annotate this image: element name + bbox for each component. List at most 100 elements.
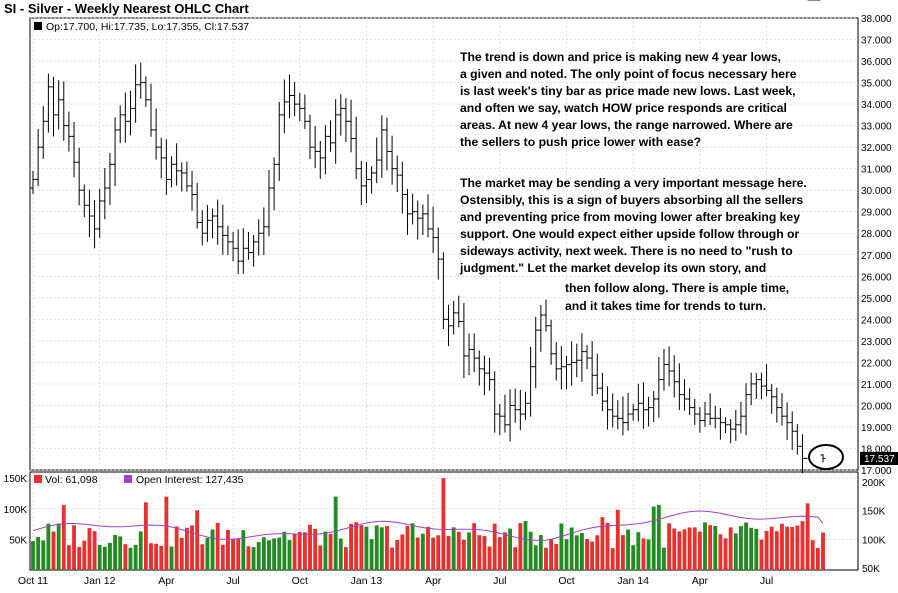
ohlc-bar (492, 371, 498, 433)
volume-bar (821, 532, 825, 570)
volume-bar (687, 527, 692, 570)
volume-bar (564, 539, 569, 570)
volume-bar (318, 545, 323, 570)
volume-bar (436, 535, 441, 570)
volume-bar (385, 526, 389, 570)
ohlc-bar (769, 383, 775, 414)
volume-bar (174, 526, 179, 570)
ohlc-bar (574, 343, 580, 378)
volume-bar (472, 523, 477, 570)
volume-bar (343, 547, 348, 570)
volume-bar (574, 535, 579, 570)
ohlc-bar (502, 394, 508, 433)
volume-bar (46, 523, 51, 570)
volume-bar (559, 523, 564, 570)
ohlc-bar (820, 454, 826, 463)
volume-bar (769, 526, 774, 570)
ohlc-bar (220, 204, 226, 255)
ohlc-bar (215, 199, 221, 245)
volume-bar (102, 546, 107, 570)
ohlc-bar (112, 117, 118, 187)
volume-bar (569, 527, 574, 570)
y-tick-label: 17.000 (861, 466, 892, 477)
ohlc-bar (548, 319, 554, 365)
ohlc-bar (45, 73, 51, 133)
ohlc-bar (758, 372, 764, 400)
annotation-line: and it takes time for trends to turn. (565, 299, 766, 313)
volume-bar (200, 544, 205, 570)
volume-bar (728, 527, 733, 570)
volume-bar (226, 530, 230, 570)
ohlc-bar (333, 99, 339, 164)
volume-bar (308, 524, 312, 570)
ohlc-bar (127, 90, 133, 136)
volume-bar (682, 529, 687, 570)
volume-bar (610, 548, 615, 570)
volume-bar (626, 529, 630, 570)
ohlc-bar (723, 417, 729, 434)
volume-bar (246, 546, 251, 570)
ohlc-bar (204, 205, 210, 242)
volume-bar (179, 537, 184, 570)
volume-bar (554, 543, 559, 570)
x-tick-label: Apr (425, 575, 442, 587)
ohlc-bar (512, 388, 518, 423)
volume-bar (267, 540, 271, 570)
y-tick-label: 34.000 (861, 100, 892, 111)
ohlc-bar (579, 333, 585, 382)
volume-bar (446, 536, 451, 570)
ohlc-legend-text: Op:17.700, Hi:17.735, Lo:17.355, Cl:17.5… (46, 21, 249, 33)
ohlc-bar (40, 106, 46, 159)
volume-bar (36, 536, 41, 570)
x-tick-label: Jan 12 (84, 575, 116, 587)
volume-bar (667, 523, 672, 570)
volume-bar (51, 531, 56, 570)
ohlc-bar (133, 64, 139, 123)
volume-bar (77, 546, 82, 570)
ohlc-bar (543, 299, 549, 332)
ohlc-bar (425, 194, 431, 238)
volume-bar (482, 536, 487, 570)
ohlc-bar (733, 410, 739, 441)
ohlc-bar (312, 126, 318, 168)
ohlc-bar (466, 333, 472, 376)
ohlc-bar (717, 408, 723, 440)
volume-bar (272, 538, 277, 570)
volume-bar (487, 546, 492, 570)
volume-bar (508, 528, 513, 570)
ohlc-bar (599, 372, 605, 412)
volume-bar (333, 496, 338, 570)
volume-bar (764, 530, 769, 570)
volume-bar (759, 539, 764, 570)
volume-bar (697, 531, 702, 570)
annotation-line: and preventing price from moving lower a… (460, 210, 800, 224)
ohlc-bar (584, 345, 590, 370)
volume-right-tick-label: 50K (862, 564, 880, 575)
volume-bar (579, 532, 584, 570)
ohlc-bar (61, 81, 67, 141)
ohlc-bar (302, 94, 308, 129)
x-tick-label: Oct 11 (18, 575, 48, 587)
price-panel-frame (29, 17, 859, 471)
volume-bar (92, 531, 97, 570)
volume-bar (154, 543, 159, 570)
annotation-line: The market may be sending a very importa… (460, 176, 807, 190)
volume-bar (164, 496, 169, 570)
ohlc-bar (569, 341, 575, 386)
volume-bar (467, 532, 471, 570)
volume-bar (241, 530, 246, 570)
ohlc-bar (353, 116, 359, 179)
volume-bar (220, 544, 225, 570)
volume-bar (754, 528, 759, 570)
volume-bar (810, 540, 815, 570)
ohlc-bar (702, 402, 708, 427)
volume-bar (549, 539, 554, 570)
y-tick-label: 29.000 (861, 208, 892, 219)
ohlc-bar (256, 219, 262, 256)
volume-right-tick-label: 100K (862, 535, 886, 546)
y-tick-label: 21.000 (861, 380, 892, 391)
volume-bar (210, 529, 215, 570)
ohlc-bar (661, 348, 667, 391)
ohlc-bar (92, 200, 98, 249)
volume-bar (426, 526, 430, 570)
